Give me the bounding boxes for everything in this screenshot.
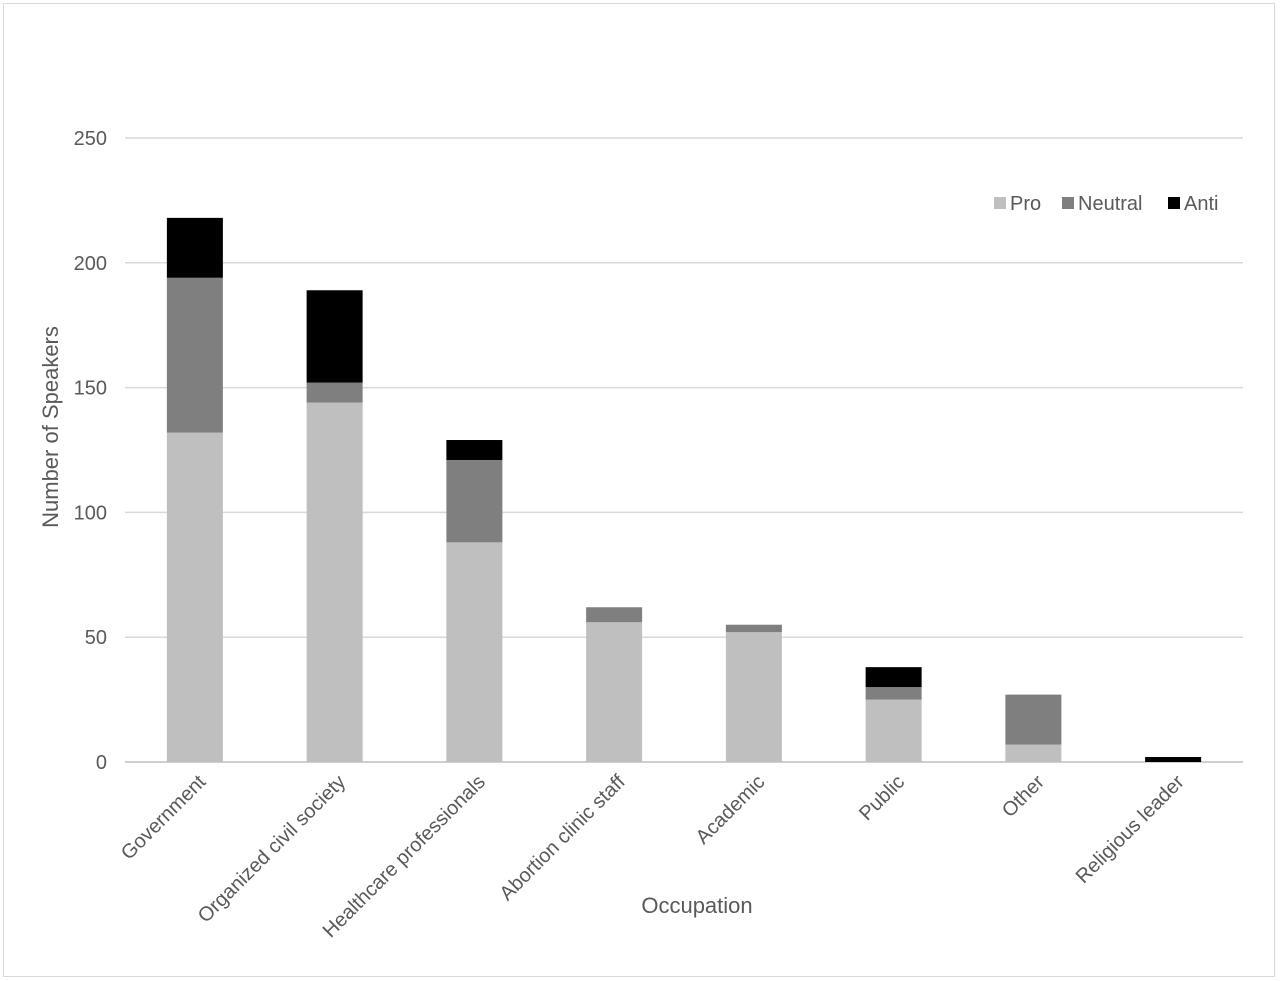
bar-segment-pro — [446, 542, 503, 762]
x-tick-label: Other — [998, 771, 1049, 822]
gridlines — [125, 137, 1243, 763]
x-tick-label: Religious leader — [1072, 771, 1189, 888]
y-tick-label: 50 — [85, 627, 107, 649]
bar-segment-anti — [865, 667, 922, 688]
bar-segment-pro — [166, 432, 223, 762]
x-axis-title: Occupation — [641, 893, 752, 918]
x-tick-label: Organized civil society — [194, 771, 350, 927]
legend-swatch-pro — [994, 197, 1006, 209]
bar-segment-pro — [1005, 744, 1062, 762]
bar-segment-neutral — [865, 687, 922, 700]
y-tick-label: 250 — [74, 128, 107, 150]
bar-segment-anti — [1145, 757, 1202, 762]
bar-segment-pro — [586, 622, 643, 762]
bars — [166, 217, 1202, 762]
x-tick-label: Government — [117, 771, 211, 865]
bar-segment-neutral — [725, 624, 782, 633]
bar-segment-anti — [306, 290, 363, 383]
bar-segment-anti — [166, 217, 223, 278]
bar-segment-pro — [725, 632, 782, 762]
bar-segment-neutral — [586, 607, 643, 623]
y-tick-label: 150 — [74, 378, 107, 400]
bar-segment-anti — [446, 440, 503, 460]
bar-segment-pro — [306, 402, 363, 762]
y-tick-labels: 0 50 100 150 200 250 — [74, 128, 107, 774]
y-tick-label: 0 — [96, 752, 107, 774]
y-axis-title: Number of Speakers — [38, 326, 63, 528]
legend-swatch-anti — [1168, 197, 1180, 209]
x-tick-label: Abortion clinic staff — [496, 771, 630, 905]
legend-label-neutral: Neutral — [1078, 193, 1142, 215]
bar-segment-neutral — [166, 277, 223, 433]
x-tick-label: Academic — [692, 771, 770, 849]
legend: Pro Neutral Anti — [994, 193, 1218, 215]
legend-swatch-neutral — [1062, 197, 1074, 209]
x-tick-label: Public — [855, 771, 909, 825]
bar-segment-neutral — [1005, 694, 1062, 745]
bar-segment-neutral — [446, 459, 503, 543]
legend-label-anti: Anti — [1184, 193, 1218, 215]
legend-label-pro: Pro — [1010, 193, 1041, 215]
bar-segment-pro — [865, 699, 922, 762]
y-tick-label: 100 — [74, 502, 107, 524]
x-tick-label: Healthcare professionals — [319, 771, 490, 942]
bar-segment-neutral — [306, 382, 363, 403]
y-tick-label: 200 — [74, 253, 107, 275]
